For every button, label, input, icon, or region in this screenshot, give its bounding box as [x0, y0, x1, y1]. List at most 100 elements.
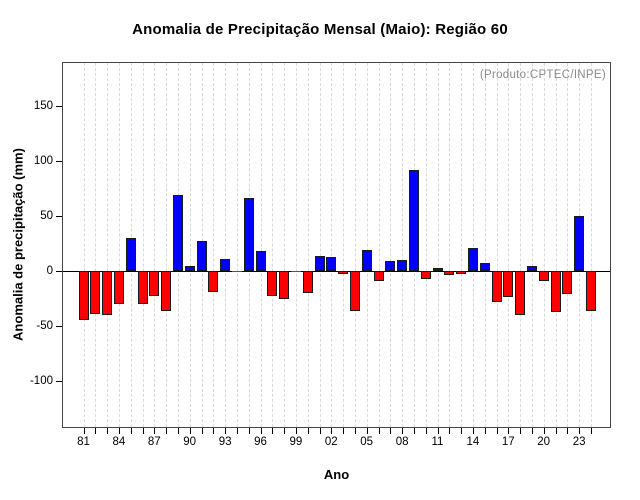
y-tick-label: 150	[33, 100, 53, 113]
gridline	[154, 63, 156, 427]
x-tick	[236, 428, 238, 434]
gridline	[343, 63, 345, 427]
x-tick	[343, 428, 345, 434]
bar-1997	[267, 271, 278, 297]
x-tick	[295, 428, 297, 434]
x-tick	[260, 428, 262, 434]
x-tick	[579, 428, 581, 434]
gridline	[366, 63, 368, 427]
x-tick	[543, 428, 545, 434]
x-tick-label: 14	[466, 436, 480, 448]
x-tick	[390, 428, 392, 434]
y-tick	[56, 271, 62, 273]
x-tick	[402, 428, 404, 434]
bar-2006	[373, 271, 384, 281]
gridline	[590, 63, 592, 427]
bar-1982	[90, 271, 101, 314]
bar-2018	[515, 271, 526, 315]
gridline	[543, 63, 545, 427]
bar-2010	[420, 271, 431, 279]
x-tick	[166, 428, 168, 434]
bar-1993	[220, 259, 231, 272]
bar-2000	[302, 271, 313, 294]
y-tick	[56, 216, 62, 218]
x-tick	[307, 428, 309, 434]
gridline	[213, 63, 215, 427]
y-tick	[56, 326, 62, 327]
x-axis-label: Ano	[323, 467, 350, 482]
bar-1999	[290, 271, 301, 273]
x-tick-label: 17	[501, 436, 515, 448]
zero-line	[63, 271, 610, 273]
gridline	[225, 63, 227, 427]
gridline	[390, 63, 392, 427]
gridline	[284, 63, 286, 427]
x-tick	[531, 428, 533, 434]
bar-2012	[444, 271, 455, 276]
bar-2015	[479, 263, 490, 272]
x-tick-label: 87	[147, 436, 161, 448]
bar-2024	[585, 271, 596, 311]
bar-1985	[125, 238, 136, 271]
x-tick	[272, 428, 274, 434]
bar-1996	[255, 251, 266, 272]
bar-2001	[314, 255, 325, 272]
bar-1984	[113, 271, 124, 304]
gridline	[319, 63, 321, 427]
gridline	[461, 63, 463, 427]
x-tick-label: 84	[112, 436, 126, 448]
x-tick	[319, 428, 321, 434]
x-tick	[154, 428, 156, 434]
gridline	[260, 63, 262, 427]
gridline	[425, 63, 427, 427]
y-tick-label: 50	[40, 210, 53, 223]
x-tick-label: 93	[218, 436, 232, 448]
x-tick	[413, 428, 415, 434]
gridline	[567, 63, 569, 427]
x-tick	[354, 428, 356, 434]
x-tick	[83, 428, 85, 434]
gridline	[484, 63, 486, 427]
gridline	[437, 63, 439, 427]
bar-2005	[361, 250, 372, 272]
bar-2003	[338, 271, 349, 275]
x-tick-label: 20	[537, 436, 551, 448]
gridline	[508, 63, 510, 427]
gridline	[449, 63, 451, 427]
bar-2008	[397, 260, 408, 272]
y-tick	[56, 106, 62, 108]
x-tick-label: 81	[77, 436, 90, 448]
gridline	[295, 63, 297, 427]
bar-1991	[196, 241, 207, 271]
x-tick	[95, 428, 97, 434]
gridline	[402, 63, 404, 427]
x-tick	[484, 428, 486, 434]
x-tick	[107, 428, 109, 434]
gridline	[496, 63, 498, 427]
bar-1998	[279, 271, 290, 299]
bar-2002	[326, 256, 337, 272]
x-tick	[378, 428, 380, 434]
x-tick	[213, 428, 215, 434]
gridline	[520, 63, 522, 427]
x-tick-label: 11	[431, 436, 444, 448]
bar-1987	[149, 271, 160, 297]
x-tick	[248, 428, 250, 434]
gridline	[472, 63, 474, 427]
gridline	[378, 63, 380, 427]
x-tick	[437, 428, 439, 434]
x-tick	[425, 428, 427, 434]
gridline	[83, 63, 85, 427]
bar-1995	[243, 197, 254, 272]
plot-area: (Produto:CPTEC/INPE)	[62, 62, 611, 428]
x-tick	[225, 428, 227, 434]
bar-1986	[137, 271, 148, 304]
bar-1989	[172, 195, 183, 272]
chart-title: Anomalia de Precipitação Mensal (Maio): …	[132, 21, 508, 38]
bar-2023	[574, 216, 585, 272]
x-tick-label: 23	[572, 436, 586, 448]
x-tick	[142, 428, 144, 434]
x-tick	[449, 428, 451, 434]
y-tick	[56, 161, 62, 163]
